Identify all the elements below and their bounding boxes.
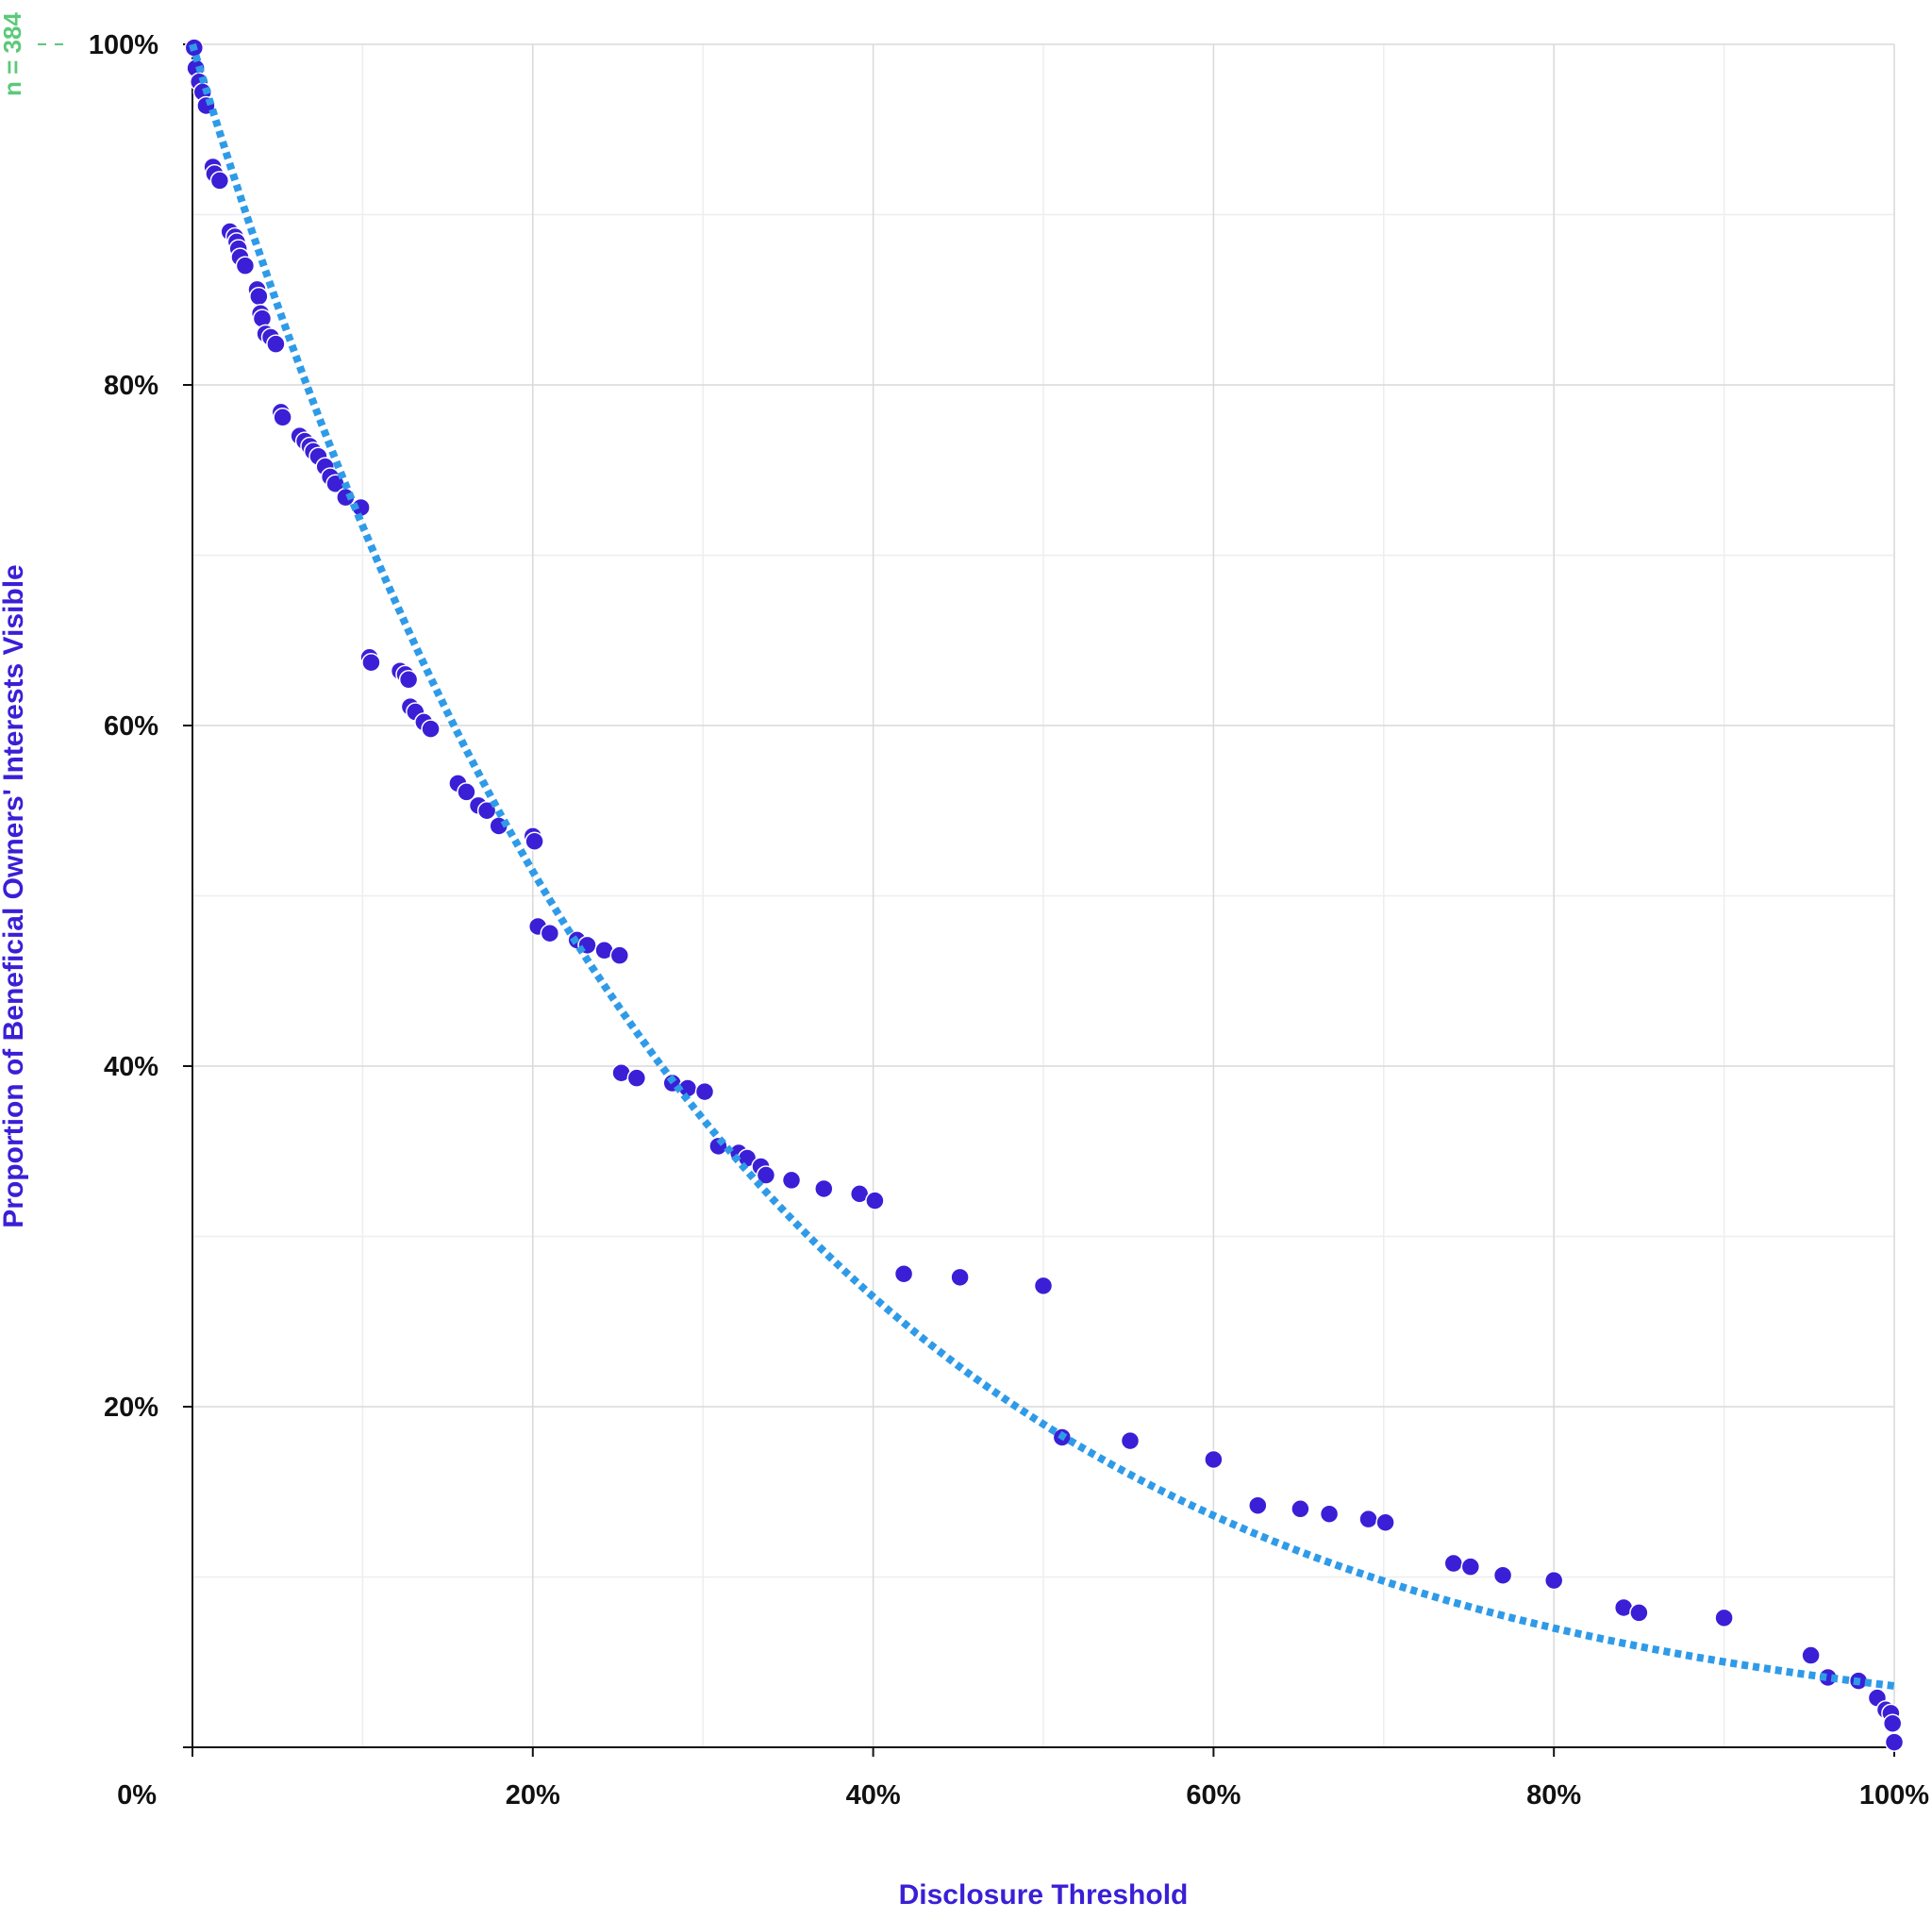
data-point (1884, 1732, 1905, 1752)
data-point (1120, 1430, 1141, 1451)
data-point (1460, 1557, 1481, 1577)
data-point (1291, 1499, 1310, 1519)
x-tick-label: 20% (506, 1780, 560, 1811)
x-tick-label: 100% (1859, 1780, 1929, 1811)
x-axis-title: Disclosure Threshold (899, 1879, 1189, 1911)
data-point (1248, 1495, 1268, 1515)
data-point (865, 1191, 885, 1210)
data-point (1714, 1608, 1734, 1628)
y-axis-title: Proportion of Beneficial Owners' Interes… (0, 564, 29, 1227)
data-point (1882, 1713, 1903, 1733)
y-tick-label: 20% (104, 1393, 158, 1423)
data-point (814, 1178, 834, 1199)
x-tick-label: 60% (1186, 1780, 1241, 1811)
minor-gridlines (192, 44, 1894, 1747)
data-point (1375, 1512, 1395, 1532)
x-tick-label: 0% (117, 1780, 157, 1811)
sample-size-label: n = 384 (0, 12, 26, 96)
data-point (1492, 1565, 1513, 1585)
data-point (1204, 1449, 1224, 1470)
y-tick-label: 100% (89, 30, 158, 60)
y-tick-label: 80% (104, 371, 158, 401)
data-point (457, 782, 476, 802)
data-point (266, 334, 286, 354)
data-points (184, 38, 1905, 1752)
data-point (893, 1263, 914, 1284)
y-tick-label: 60% (104, 711, 158, 742)
data-point (361, 652, 381, 673)
data-point (1358, 1509, 1378, 1529)
data-point (626, 1068, 647, 1088)
data-point (273, 408, 292, 427)
x-axis-ticks: 0% 20% 40% 60% 80% 100% (117, 1747, 1929, 1811)
data-point (421, 719, 441, 739)
sample-size-annotation: n = 384 (0, 12, 66, 96)
data-point (756, 1165, 776, 1185)
data-point (781, 1170, 802, 1191)
axes (183, 44, 1894, 1748)
data-point (209, 171, 230, 191)
data-point (1629, 1603, 1649, 1623)
data-point (1543, 1570, 1564, 1591)
data-point (540, 923, 560, 943)
data-point (1319, 1504, 1340, 1524)
y-tick-label: 40% (104, 1052, 158, 1082)
trend-line (189, 42, 1895, 1690)
data-point (1443, 1553, 1464, 1574)
data-point (476, 801, 497, 821)
y-axis-ticks: 20% 40% 60% 80% 100% (89, 30, 192, 1423)
data-point (609, 945, 630, 965)
data-point (235, 256, 256, 275)
data-point (525, 831, 544, 851)
x-tick-label: 40% (846, 1780, 901, 1811)
data-point (249, 286, 269, 307)
major-gridlines (192, 43, 1895, 1747)
data-point (1801, 1645, 1821, 1665)
data-point (950, 1267, 970, 1288)
data-point (398, 670, 419, 690)
data-point (694, 1081, 715, 1102)
data-point (1033, 1276, 1054, 1296)
x-tick-label: 80% (1526, 1780, 1581, 1811)
